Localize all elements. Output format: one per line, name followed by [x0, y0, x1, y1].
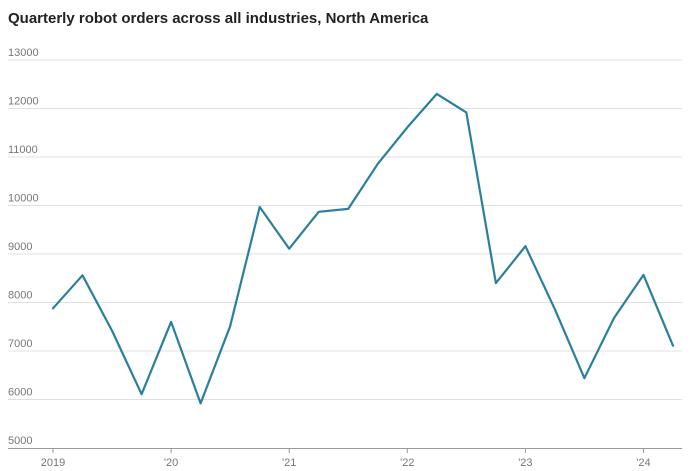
data-point	[377, 163, 379, 165]
gridlines	[8, 59, 682, 400]
y-axis-tick-labels: 5000 6000 7000 8000 9000 10000 11000 12000 13000	[8, 47, 39, 447]
data-point	[583, 377, 585, 379]
data-point	[436, 93, 438, 95]
series-layer	[51, 92, 675, 405]
data-point	[259, 206, 261, 208]
data-point	[554, 308, 556, 310]
y-tick-label: 10000	[8, 193, 39, 205]
y-tick-label: 7000	[8, 338, 32, 350]
data-point	[229, 325, 231, 327]
x-tick-label: '22	[400, 457, 414, 469]
data-point	[495, 282, 497, 284]
y-tick-label: 5000	[8, 435, 32, 447]
data-point	[288, 248, 290, 250]
data-point	[465, 111, 467, 113]
data-point	[170, 321, 172, 323]
data-point	[318, 211, 320, 213]
x-tick-label: '20	[164, 457, 178, 469]
data-point	[524, 245, 526, 247]
x-tick-label: '24	[636, 457, 650, 469]
chart-title: Quarterly robot orders across all indust…	[8, 10, 429, 27]
y-tick-label: 13000	[8, 47, 39, 59]
y-tick-label: 6000	[8, 387, 32, 399]
series-line-0	[51, 92, 675, 405]
y-tick-label: 12000	[8, 96, 39, 108]
data-point	[81, 274, 83, 276]
x-tick-label: 2019	[41, 457, 65, 469]
data-point	[347, 208, 349, 210]
y-tick-label: 9000	[8, 241, 32, 253]
data-point	[613, 317, 615, 319]
x-axis: 2019 '20 '21 '22 '23 '24	[8, 448, 682, 469]
data-point	[406, 126, 408, 128]
y-tick-label: 8000	[8, 290, 32, 302]
data-point	[200, 402, 202, 404]
data-point	[672, 345, 674, 347]
data-point	[52, 307, 54, 309]
x-tick-label: '23	[518, 457, 532, 469]
y-tick-label: 11000	[8, 144, 38, 156]
data-point	[111, 330, 113, 332]
x-tick-label: '21	[282, 457, 296, 469]
data-point	[140, 393, 142, 395]
data-point	[642, 274, 644, 276]
